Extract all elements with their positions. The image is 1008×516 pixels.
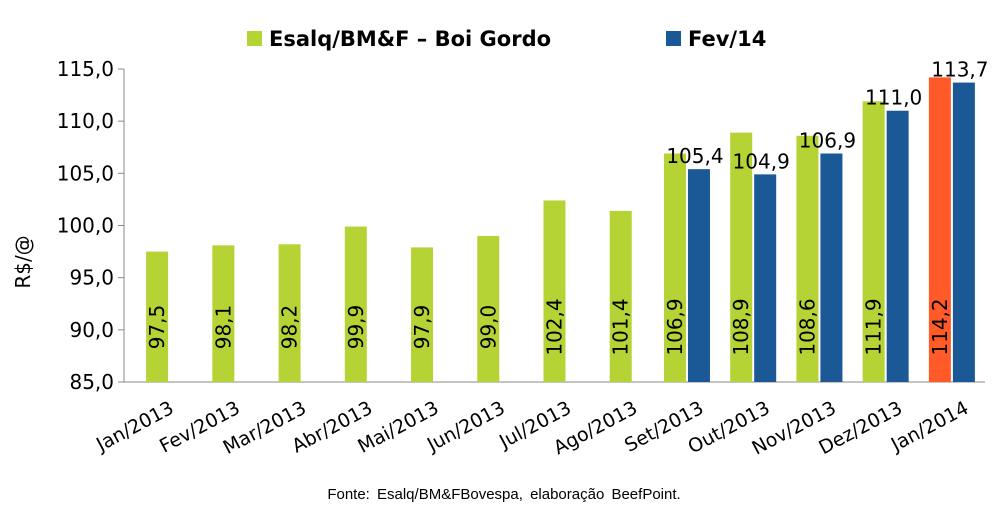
bar-value-label: 101,4 [609,298,633,355]
bars: 97,5 98,1 98,2 99,9 97,9 99,0 102,4 101,4 106,9 1… [145,58,989,383]
bar-value-label: 102,4 [543,298,567,355]
y-tick-label: 100,0 [57,214,114,238]
bar-value-label: 98,1 [211,305,235,350]
x-axis: Jan/2013Fev/2013Mar/2013Abr/2013Mai/2013… [92,397,972,460]
source-note: Fonte: Esalq/BM&FBovespa, elaboração Bee… [327,486,681,503]
y-tick-label: 115,0 [57,57,114,81]
y-tick-label: 110,0 [57,109,114,133]
legend-label: Esalq/BM&F – Boi Gordo [269,27,551,51]
bar-boi-gordo [278,244,301,382]
bar-value-label: 99,0 [476,305,500,350]
bar-value-label: 104,9 [733,149,790,173]
bar-value-label: 111,0 [865,86,922,110]
y-tick-label: 105,0 [57,161,114,185]
y-tick-label: 90,0 [69,318,114,342]
bar-value-label: 106,9 [663,298,687,355]
legend: Esalq/BM&F – Boi Gordo Fev/14 [247,27,766,51]
bar-boi-gordo [609,210,632,382]
bar-value-label: 99,9 [344,305,368,350]
bar-fev14 [820,153,843,382]
y-tick-label: 85,0 [69,370,114,394]
bar-boi-gordo [477,235,500,382]
bar-value-label: 108,9 [729,298,753,355]
bar-value-label: 113,7 [931,58,988,82]
legend-swatch [247,31,262,46]
bar-fev14 [687,169,710,382]
bar-fev14 [952,82,975,383]
bar-fev14 [886,110,909,382]
bar-value-label: 97,5 [145,305,169,350]
bar-boi-gordo [344,226,367,382]
bar-value-label: 98,2 [278,305,302,350]
bar-boi-gordo [928,77,951,382]
y-axis-label: R$/@ [11,235,35,288]
bar-boi-gordo [212,245,235,382]
bar-boi-gordo [146,251,169,382]
bar-boi-gordo [663,153,686,382]
bar-fev14 [754,174,777,382]
bar-value-label: 114,2 [928,298,952,355]
bar-value-label: 106,9 [799,129,856,153]
bar-value-label: 111,9 [862,298,886,355]
bar-boi-gordo [862,101,885,383]
plot-area: 85,0 90,0 95,0 100,0 105,0 110,0 115,0 [57,57,985,394]
bar-value-label: 108,6 [795,298,819,355]
bar-boi-gordo [730,132,753,382]
legend-swatch [666,31,681,46]
bar-boi-gordo [796,135,819,382]
bar-boi-gordo [543,200,566,382]
y-tick-label: 95,0 [69,266,114,290]
legend-label: Fev/14 [688,27,766,51]
bar-value-label: 97,9 [410,305,434,350]
bar-value-label: 105,4 [666,144,723,168]
bar-boi-gordo [411,247,434,382]
